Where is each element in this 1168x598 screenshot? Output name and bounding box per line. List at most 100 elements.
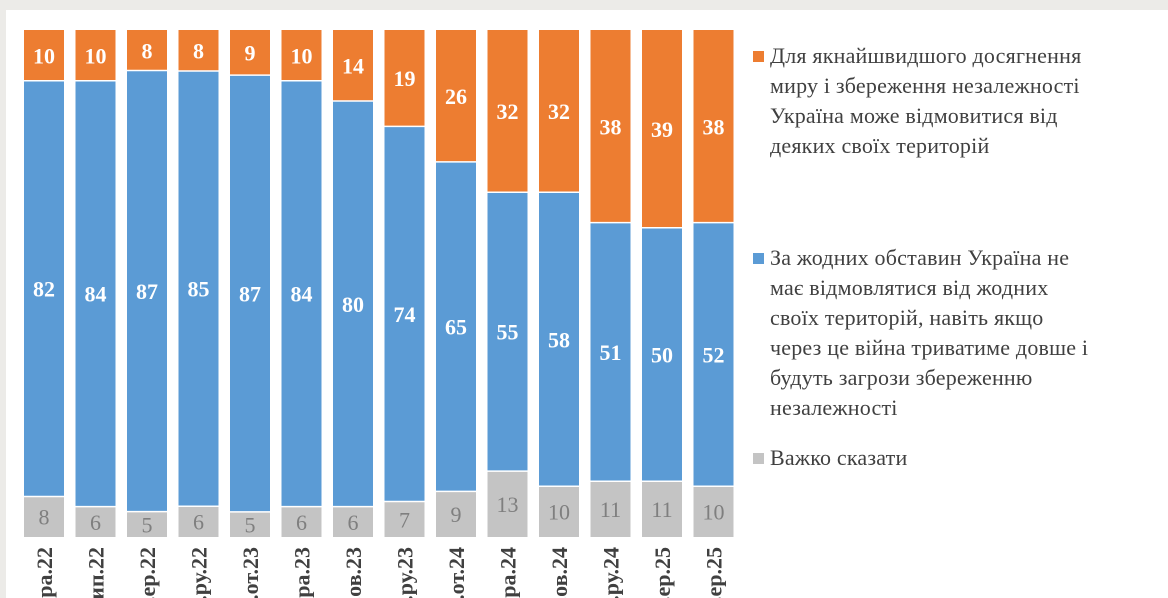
x-axis-labels: ..ра.22 ..ип.22 ..ер.22 ..ру.22 ..от.23 ..ра.…: [32, 547, 727, 598]
bar-segment-concessions: [642, 30, 682, 228]
x-tick-label: ..ру.22: [187, 547, 212, 598]
bar-segment-no-concessions: [281, 80, 322, 507]
data-label-no-concessions: 84: [85, 282, 107, 307]
data-label-hard-to-say: 5: [245, 512, 256, 537]
x-tick-label: ..ра.22: [32, 547, 57, 598]
data-label-no-concessions: 80: [342, 292, 364, 317]
x-tick-label: ..ов.23: [341, 547, 366, 598]
data-label-concessions: 8: [142, 38, 153, 63]
data-label-no-concessions: 82: [33, 277, 55, 302]
data-label-concessions: 10: [85, 43, 107, 68]
data-label-hard-to-say: 9: [451, 502, 462, 527]
bar-area: 8821068410587868585879684106801477419965…: [24, 30, 734, 537]
bar-segment-hard-to-say: [127, 511, 167, 537]
bar-segment-concessions: [333, 30, 373, 101]
data-label-concessions: 38: [703, 114, 725, 139]
data-label-concessions: 32: [548, 99, 570, 124]
bar-segment-hard-to-say: [693, 486, 734, 537]
data-label-hard-to-say: 6: [296, 510, 307, 535]
data-label-concessions: 38: [600, 114, 622, 139]
bar-segment-concessions: [75, 30, 116, 81]
legend-entry: Для якнайшвидшого досягнення миру і збере…: [770, 41, 1150, 161]
data-label-concessions: 8: [193, 38, 204, 63]
legend-entry-line: Важко сказати: [770, 445, 908, 470]
bar-segment-no-concessions: [178, 70, 219, 507]
bar-segment-concessions: [436, 30, 476, 162]
bar-segment-hard-to-say: [539, 486, 579, 537]
data-label-no-concessions: 87: [136, 279, 158, 304]
bar-segment-concessions: [693, 30, 734, 223]
data-label-no-concessions: 52: [703, 342, 725, 367]
bar-segment-no-concessions: [75, 80, 116, 507]
bar-segment-no-concessions: [333, 100, 373, 507]
data-label-hard-to-say: 6: [90, 510, 101, 535]
x-tick-label: ..ер.22: [135, 547, 160, 598]
bar-segment-no-concessions: [384, 126, 425, 502]
data-label-concessions: 14: [342, 53, 364, 78]
bar-segment-no-concessions: [24, 80, 64, 497]
x-tick-label: ..ип.22: [84, 547, 109, 598]
bar-segment-no-concessions: [487, 192, 528, 472]
data-label-concessions: 39: [651, 117, 673, 142]
data-label-hard-to-say: 11: [651, 497, 672, 522]
x-tick-label: ..ер.25: [650, 547, 675, 598]
bar-segment-hard-to-say: [333, 506, 373, 537]
data-label-no-concessions: 51: [600, 340, 622, 365]
legend-swatches: [753, 51, 764, 464]
bar-segment-hard-to-say: [436, 491, 476, 537]
data-label-concessions: 9: [245, 41, 256, 66]
x-tick-label: ..от.23: [238, 547, 263, 598]
bar-segment-no-concessions: [590, 222, 631, 482]
data-label-hard-to-say: 8: [39, 505, 50, 530]
bar-segment-hard-to-say: [230, 511, 270, 537]
legend-entry: Важко сказати: [770, 443, 1150, 473]
legend-entry-line: своїх територій, навіть якщо: [770, 305, 1044, 330]
bar-segment-hard-to-say: [642, 481, 682, 537]
data-label-no-concessions: 84: [291, 282, 313, 307]
data-label-no-concessions: 87: [239, 282, 261, 307]
bar-segment-hard-to-say: [178, 506, 219, 537]
legend-swatch-no-concessions: [753, 253, 764, 264]
bar-segment-no-concessions: [436, 161, 476, 492]
legend-entry-line: За жодних обставин Україна не: [770, 245, 1070, 270]
data-label-concessions: 10: [33, 43, 55, 68]
data-label-no-concessions: 58: [548, 327, 570, 352]
data-label-concessions: 32: [497, 99, 519, 124]
data-label-concessions: 19: [394, 66, 416, 91]
bar-segment-no-concessions: [230, 75, 270, 512]
data-label-hard-to-say: 10: [703, 500, 725, 525]
data-label-hard-to-say: 6: [348, 510, 359, 535]
legend-entry-line: деяких своїх територій: [770, 133, 990, 158]
data-label-concessions: 10: [291, 43, 313, 68]
bar-segment-hard-to-say: [24, 496, 64, 537]
bar-segment-hard-to-say: [487, 471, 528, 537]
bar-segment-no-concessions: [693, 222, 734, 487]
x-tick-label: ..ра.24: [496, 547, 521, 598]
legend-entry-line: незалежності: [770, 395, 898, 420]
bar-segment-hard-to-say: [590, 481, 631, 537]
legend-entry: За жодних обставин Україна не має відмовл…: [770, 243, 1150, 423]
legend-entry-line: Україна може відмовитися від: [770, 103, 1058, 128]
bar-segment-no-concessions: [539, 192, 579, 487]
bar-segment-concessions: [127, 30, 167, 71]
x-tick-label: ..ру.23: [393, 547, 418, 598]
bar-segment-no-concessions: [642, 227, 682, 482]
legend-entry-line: має відмовлятися від жодних: [770, 275, 1049, 300]
legend-entry-line: миру і збереження незалежності: [770, 73, 1080, 98]
bar-segment-concessions: [178, 30, 219, 71]
legend-entry-line: будуть загрози збереженню: [770, 365, 1033, 390]
bar-segment-hard-to-say: [75, 506, 116, 537]
x-tick-label: ..ер.25: [702, 547, 727, 598]
x-tick-label: ..ов.24: [547, 547, 572, 598]
legend-entry-line: Для якнайшвидшого досягнення: [770, 43, 1082, 68]
data-label-hard-to-say: 10: [548, 500, 570, 525]
bar-segment-concessions: [384, 30, 425, 127]
bar-segment-concessions: [539, 30, 579, 193]
data-label-hard-to-say: 6: [193, 510, 204, 535]
bar-segment-hard-to-say: [384, 501, 425, 537]
legend-swatch-concessions: [753, 51, 764, 62]
data-label-no-concessions: 74: [394, 302, 416, 327]
bar-segment-concessions: [24, 30, 64, 81]
data-label-no-concessions: 65: [445, 315, 467, 340]
bar-segment-hard-to-say: [281, 506, 322, 537]
